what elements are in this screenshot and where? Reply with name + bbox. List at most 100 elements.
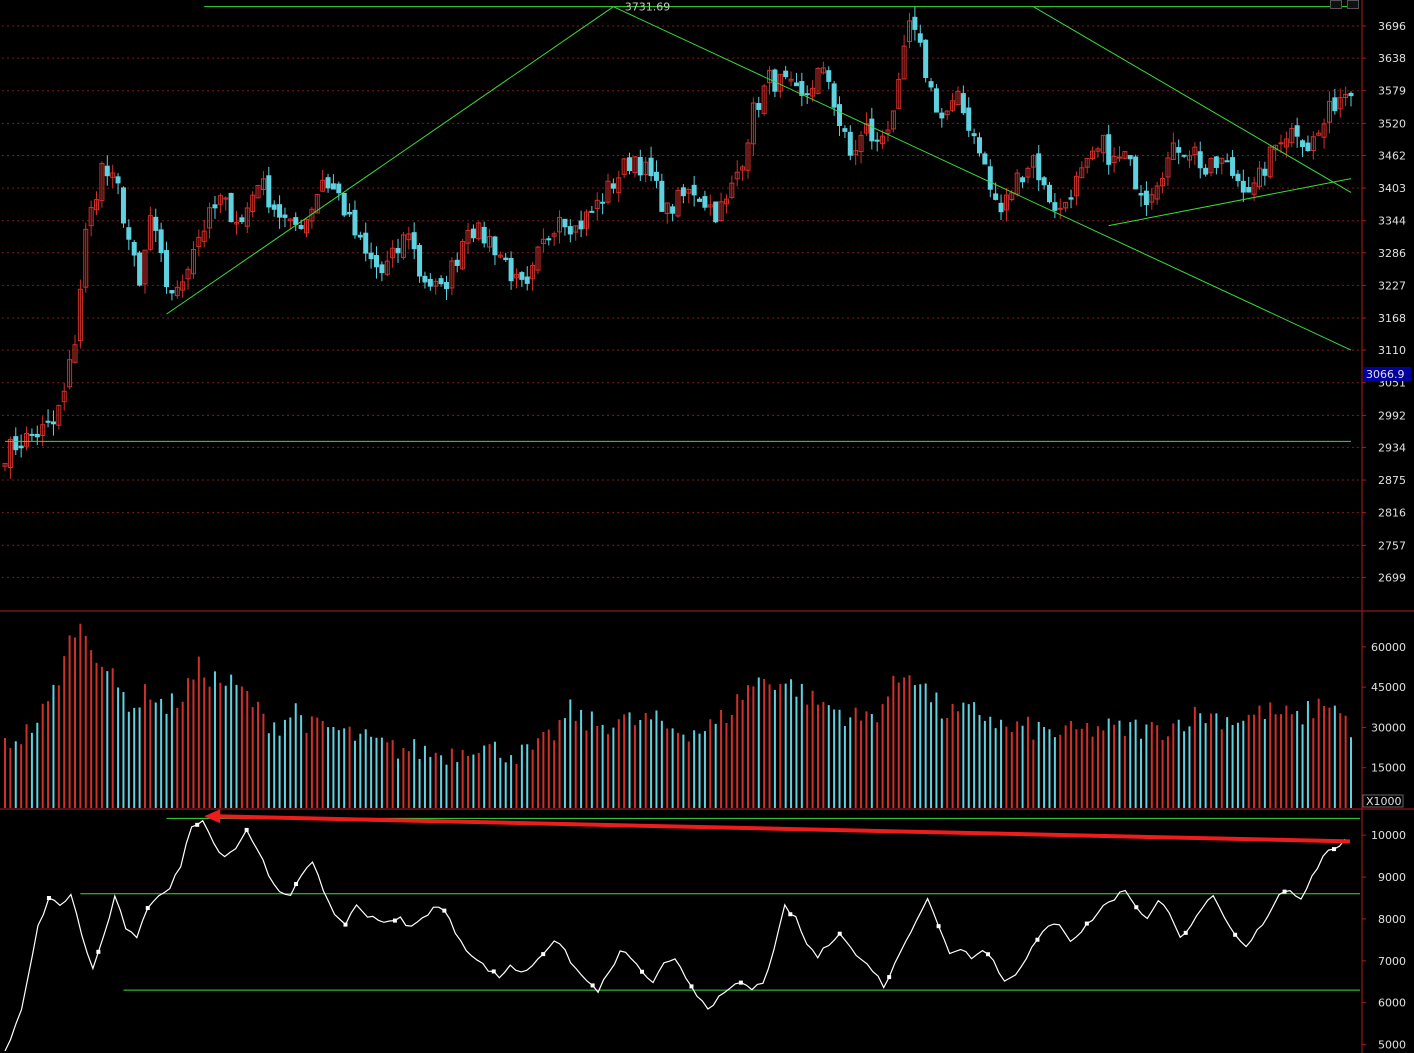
candle [1337,88,1343,118]
candle [1111,147,1117,173]
candle [83,222,89,293]
candle [1343,86,1349,107]
candle [745,138,751,179]
candle [379,261,385,282]
candle [869,107,875,150]
candle [783,65,789,80]
candle [481,221,487,248]
candle [1262,161,1268,186]
candle [1278,134,1284,154]
candle [309,206,315,229]
candle [939,108,945,128]
candle [363,222,369,262]
candle [352,200,358,239]
candle [217,193,223,214]
candle [1186,150,1192,169]
candle [1143,181,1149,217]
unit-tag [1362,794,1404,808]
candle [648,146,654,182]
candle [1036,145,1042,192]
candle [497,251,503,259]
candle [842,125,848,139]
indicator-tick-label: 9000 [1378,871,1406,884]
indicator-marker [343,922,348,927]
candle [460,239,466,271]
candle [1219,157,1225,175]
indicator-series [4,819,1346,1052]
candle [1052,193,1058,219]
candle [487,228,493,252]
candle [670,203,676,222]
volume-tick-label: 30000 [1371,721,1406,734]
candle [756,96,762,118]
candle [266,166,272,214]
y-tick-labels: 3696 3638 3579 3520 3462 3403 3344 3286 3227 3168… [1362,20,1411,1052]
candle [551,231,557,247]
candle [697,196,703,202]
candle [24,426,30,451]
indicator-marker [442,908,447,913]
candle [1235,170,1241,187]
price-tick-label: 3227 [1378,279,1406,292]
candle [632,155,638,178]
restore-icon[interactable] [1347,0,1359,9]
indicator-marker [145,905,150,910]
candle [1084,157,1090,174]
candle [271,200,277,217]
chevron-down-icon[interactable] [1330,0,1342,9]
candle [750,97,756,156]
current-price-label: 3066.9 [1366,368,1405,381]
volume-series [4,623,1352,808]
candle [589,206,595,213]
candle [417,242,423,283]
candle [422,271,428,289]
candle [513,268,519,289]
candle [729,175,735,200]
price-gridlines [2,25,1360,578]
candle [874,132,880,152]
indicator-marker [491,969,496,974]
candle [653,160,659,189]
candle [1181,154,1187,159]
candle [45,409,51,428]
candle [185,266,191,290]
candle [1332,88,1338,115]
candle [519,271,525,287]
indicator-marker [1134,905,1139,910]
candle [1003,188,1009,222]
candle [443,275,449,301]
candle [250,191,256,218]
candle [955,86,961,106]
candle [659,173,665,213]
candle [67,350,73,390]
indicator-marker [590,983,595,988]
candle [1106,124,1112,175]
candle [583,209,589,236]
candle [223,196,229,211]
candle [347,203,353,217]
price-tick-label: 3520 [1378,117,1406,130]
candle [433,278,439,295]
candle [142,249,148,294]
indicator-marker [936,924,941,929]
candle [304,218,310,238]
candle [578,210,584,238]
candle [158,222,164,263]
candle [239,214,245,224]
price-tick-label: 3344 [1378,215,1406,228]
candle [1230,150,1236,179]
candle [18,434,24,458]
indicator-marker [887,975,892,980]
price-tick-label: 3579 [1378,85,1406,98]
candle [201,219,207,248]
candle [180,274,186,298]
candle [885,120,891,142]
candle [503,252,509,262]
candle [524,266,530,291]
candle [438,275,444,287]
candle [890,110,896,133]
candle [1246,176,1252,193]
indicator-marker [392,918,397,923]
candle [600,193,606,215]
candle [734,160,740,187]
